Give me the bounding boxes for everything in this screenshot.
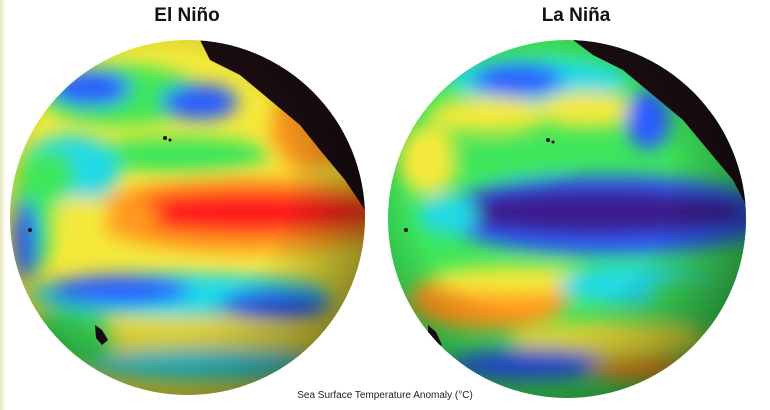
el-nino-globe-image	[10, 40, 365, 395]
el-nino-globe	[10, 40, 365, 395]
la-nina-globe-image	[388, 40, 746, 398]
left-edge-strip	[0, 0, 6, 410]
la-nina-globe	[388, 40, 746, 398]
la-nina-title: La Niña	[541, 5, 611, 26]
figure-caption: Sea Surface Temperature Anomaly (°C)	[297, 390, 473, 401]
el-nino-title: El Niño	[154, 5, 220, 26]
